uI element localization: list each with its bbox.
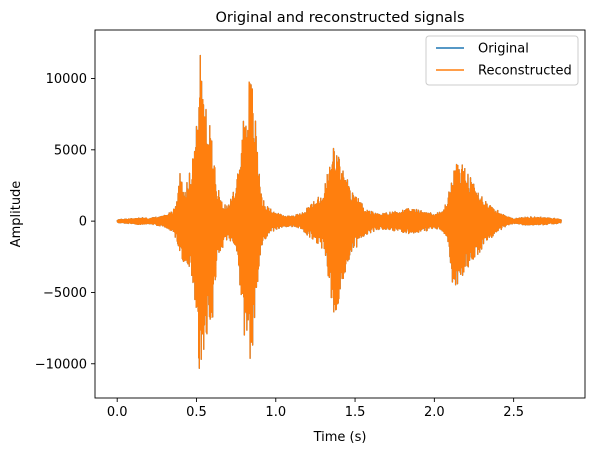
plot-area (116, 54, 562, 369)
series-layer (116, 54, 562, 369)
y-tick-label: −10000 (35, 357, 87, 372)
x-tick-label: 0.5 (186, 405, 207, 420)
y-axis-label: Amplitude (9, 181, 24, 248)
x-tick-label: 1.5 (345, 405, 366, 420)
legend-label-original: Original (478, 42, 529, 57)
x-tick-label: 0.0 (107, 405, 128, 420)
legend: Original Reconstructed (425, 35, 579, 86)
series-line-reconstructed (116, 54, 562, 369)
x-axis-label: Time (s) (313, 430, 367, 445)
y-tick-label: 10000 (46, 72, 87, 87)
legend-label-reconstructed: Reconstructed (478, 64, 572, 79)
y-axis-ticks: −10000 −5000 0 5000 10000 (35, 72, 95, 372)
axes-frame (94, 29, 586, 399)
y-tick-label: 5000 (54, 143, 87, 158)
x-tick-label: 2.0 (424, 405, 445, 420)
x-axis-ticks: 0.0 0.5 1.0 1.5 2.0 2.5 (107, 398, 524, 420)
y-tick-label: −5000 (43, 286, 87, 301)
y-tick-label: 0 (79, 215, 87, 230)
x-tick-label: 1.0 (265, 405, 286, 420)
x-tick-label: 2.5 (503, 405, 524, 420)
chart-title: Original and reconstructed signals (215, 10, 464, 26)
